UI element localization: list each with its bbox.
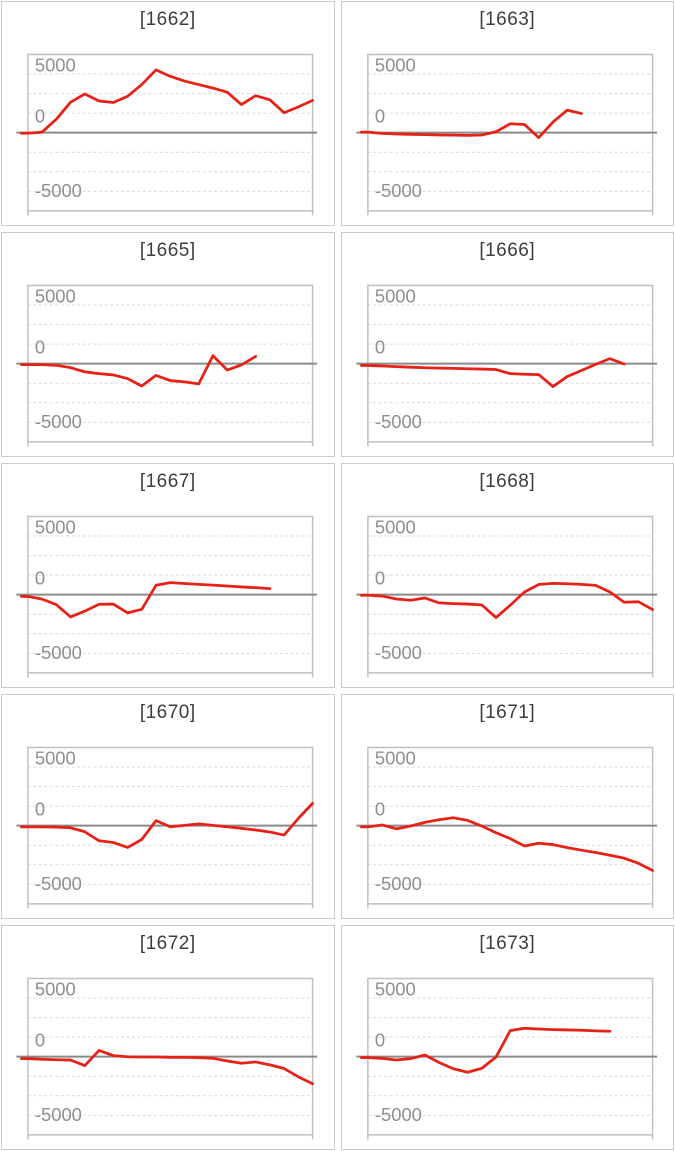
y-axis-label: 5000 xyxy=(35,517,76,538)
y-axis-label: -5000 xyxy=(374,180,421,201)
y-axis-label: 0 xyxy=(35,567,45,588)
machine-chart-panel: [1670] 5000 0 -5000 xyxy=(1,694,335,919)
y-axis-label: -5000 xyxy=(35,411,82,432)
series-line xyxy=(20,1049,314,1086)
y-axis-label: 5000 xyxy=(374,517,415,538)
machine-chart-panel: [1667] 5000 0 -5000 xyxy=(1,463,335,688)
y-axis-label: 0 xyxy=(374,1029,384,1050)
y-axis-label: 0 xyxy=(35,336,45,357)
y-axis-label: 0 xyxy=(374,798,384,819)
cumulative-payout-line-chart: 5000 0 -5000 xyxy=(355,284,657,447)
cumulative-payout-line-chart: 5000 0 -5000 xyxy=(16,53,318,216)
series-line xyxy=(359,108,583,139)
y-axis-label: -5000 xyxy=(374,873,421,894)
cumulative-payout-line-chart: 5000 0 -5000 xyxy=(355,746,657,909)
series-line xyxy=(20,581,272,619)
y-axis-label: -5000 xyxy=(374,411,421,432)
cumulative-payout-line-chart: 5000 0 -5000 xyxy=(16,284,318,447)
y-axis-label: 5000 xyxy=(35,55,76,76)
cumulative-payout-line-chart: 5000 0 -5000 xyxy=(16,746,318,909)
y-axis-label: 0 xyxy=(35,1029,45,1050)
y-axis-label: 5000 xyxy=(374,55,415,76)
y-axis-label: 5000 xyxy=(35,979,76,1000)
y-axis-label: -5000 xyxy=(374,642,421,663)
y-axis-label: -5000 xyxy=(35,642,82,663)
series-line xyxy=(359,1026,611,1074)
machine-chart-panel: [1666] 5000 0 -5000 xyxy=(340,232,674,457)
y-axis-label: 0 xyxy=(35,798,45,819)
cumulative-payout-line-chart: 5000 0 -5000 xyxy=(355,977,657,1140)
y-axis-label: 0 xyxy=(374,336,384,357)
y-axis-label: -5000 xyxy=(35,873,82,894)
machine-chart-panel: [1662] 5000 0 -5000 xyxy=(1,1,335,226)
series-line xyxy=(20,801,314,849)
series-line xyxy=(20,68,314,135)
y-axis-label: 5000 xyxy=(374,748,415,769)
machine-chart-panel: [1663] 5000 0 -5000 xyxy=(340,1,674,226)
series-line xyxy=(359,816,654,872)
y-axis-label: 5000 xyxy=(35,286,76,307)
y-axis-label: 0 xyxy=(35,105,45,126)
machine-chart-panel: [1668] 5000 0 -5000 xyxy=(340,463,674,688)
cumulative-payout-line-chart: 5000 0 -5000 xyxy=(355,515,657,678)
y-axis-label: -5000 xyxy=(35,1104,82,1125)
series-line xyxy=(359,357,625,388)
cumulative-payout-line-chart: 5000 0 -5000 xyxy=(16,515,318,678)
y-axis-label: 0 xyxy=(374,105,384,126)
machine-chart-panel: [1665] 5000 0 -5000 xyxy=(1,232,335,457)
series-line xyxy=(359,582,654,619)
machine-chart-panel: [1673] 5000 0 -5000 xyxy=(340,925,674,1150)
y-axis-label: -5000 xyxy=(35,180,82,201)
y-axis-label: 5000 xyxy=(374,286,415,307)
cumulative-payout-line-chart: 5000 0 -5000 xyxy=(16,977,318,1140)
machine-chart-panel: [1671] 5000 0 -5000 xyxy=(340,694,674,919)
series-line xyxy=(20,354,258,388)
y-axis-label: 5000 xyxy=(374,979,415,1000)
y-axis-label: -5000 xyxy=(374,1104,421,1125)
y-axis-label: 5000 xyxy=(35,748,76,769)
y-axis-label: 0 xyxy=(374,567,384,588)
machine-chart-panel: [1672] 5000 0 -5000 xyxy=(1,925,335,1150)
cumulative-payout-line-chart: 5000 0 -5000 xyxy=(355,53,657,216)
